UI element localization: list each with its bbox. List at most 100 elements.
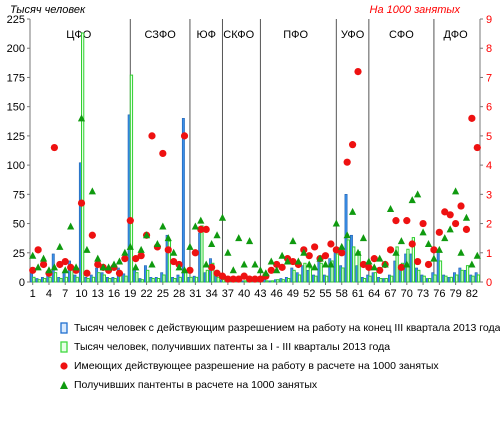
point-patents-per-1000: [235, 234, 243, 242]
point-patents-per-1000: [202, 260, 210, 268]
point-patents-per-1000: [121, 248, 129, 256]
point-patents-per-1000: [218, 213, 227, 221]
point-permits-per-1000: [34, 246, 42, 254]
point-patents-per-1000: [132, 263, 140, 271]
point-patents-per-1000: [251, 260, 259, 268]
point-patents-per-1000: [164, 234, 172, 242]
bar-patents: [53, 272, 58, 283]
point-permits-per-1000: [251, 275, 259, 283]
region-label: ПФО: [283, 29, 308, 41]
legend-item-permits: Тысяч человек с действующим разрешением …: [58, 318, 500, 337]
point-patents-per-1000: [153, 240, 162, 248]
point-permits-per-1000: [240, 272, 248, 280]
x-tick-label: 67: [384, 288, 396, 300]
bar-patents: [189, 276, 193, 283]
region-label: ЦФО: [66, 29, 92, 41]
bar-patents: [455, 274, 459, 283]
point-patents-per-1000: [419, 228, 427, 236]
point-patents-per-1000: [403, 260, 411, 268]
point-patents-per-1000: [381, 260, 389, 268]
x-tick-label: 49: [287, 288, 299, 300]
point-patents-per-1000: [457, 248, 465, 256]
x-tick-label: 79: [449, 288, 461, 300]
point-permits-per-1000: [88, 231, 96, 239]
bar-patents: [433, 274, 437, 283]
bar-patents: [395, 246, 399, 283]
point-patents-per-1000: [170, 248, 178, 256]
point-permits-per-1000: [77, 199, 86, 207]
x-tick-label: 28: [173, 288, 185, 300]
bar-patents: [75, 276, 79, 283]
x-tick-label: 73: [417, 288, 429, 300]
point-patents-per-1000: [245, 237, 254, 245]
point-permits-per-1000: [419, 219, 427, 228]
x-tick-label: 46: [271, 288, 283, 300]
bar-patents: [81, 32, 85, 283]
point-patents-per-1000: [424, 240, 433, 248]
point-patents-per-1000: [175, 263, 183, 271]
bar-patents: [32, 276, 36, 283]
point-patents-per-1000: [159, 222, 167, 230]
point-patents-per-1000: [278, 251, 286, 259]
bar-patents: [173, 277, 177, 283]
bar-patents: [379, 277, 383, 283]
bar-patents: [449, 276, 453, 283]
point-permits-per-1000: [343, 158, 351, 166]
point-permits-per-1000: [392, 217, 400, 225]
point-patents-per-1000: [359, 234, 368, 242]
point-patents-per-1000: [435, 245, 443, 253]
right-tick-label: 7: [486, 72, 492, 84]
legend-label-permits-per-1000: Имеющих действующее разрешение на работу…: [74, 359, 439, 372]
bar-patents: [124, 275, 128, 283]
bar-patents: [287, 277, 291, 283]
legend-item-permits-per-1000: Имеющих действующее разрешение на работу…: [58, 356, 500, 375]
x-tick-label: 19: [124, 288, 136, 300]
point-patents-per-1000: [446, 225, 454, 233]
point-patents-per-1000: [376, 254, 384, 262]
point-patents-per-1000: [191, 222, 199, 230]
point-permits-per-1000: [180, 132, 189, 140]
legend-swatch-patents: [60, 340, 68, 353]
bar-patents: [102, 274, 106, 283]
right-axis-title: На 1000 занятых: [369, 4, 460, 16]
bar-patents: [162, 274, 166, 283]
point-permits-per-1000: [170, 257, 178, 266]
point-permits-per-1000: [457, 202, 465, 210]
point-patents-per-1000: [94, 254, 102, 262]
point-permits-per-1000: [408, 240, 416, 248]
bar-patents: [178, 276, 182, 283]
point-permits-per-1000: [348, 141, 357, 149]
x-tick-label: 4: [46, 288, 52, 300]
point-permits-per-1000: [191, 249, 199, 257]
point-patents-per-1000: [311, 263, 319, 271]
point-patents-per-1000: [229, 266, 237, 274]
left-axis-title: Тысяч человек: [10, 4, 86, 16]
bar-patents: [297, 274, 302, 283]
point-permits-per-1000: [245, 275, 254, 283]
bar-patents: [200, 225, 204, 283]
point-patents-per-1000: [365, 257, 373, 265]
bar-patents: [417, 269, 421, 283]
point-patents-per-1000: [186, 242, 194, 250]
legend-swatch-permits: [60, 321, 68, 334]
point-permits-per-1000: [278, 263, 286, 271]
point-patents-per-1000: [273, 266, 281, 274]
bar-patents: [59, 277, 63, 283]
bar-patents: [335, 253, 340, 283]
x-tick-label: 10: [75, 288, 87, 300]
point-patents-per-1000: [197, 216, 205, 224]
point-patents-per-1000: [224, 248, 232, 256]
left-tick-label: 0: [19, 277, 25, 289]
bar-patents: [357, 251, 361, 283]
point-patents-per-1000: [462, 213, 471, 221]
bar-patents: [330, 260, 334, 283]
x-tick-label: 34: [206, 288, 218, 300]
point-permits-per-1000: [430, 246, 438, 254]
x-tick-label: 61: [352, 288, 364, 300]
right-tick-label: 8: [486, 43, 492, 55]
point-patents-per-1000: [370, 263, 378, 271]
bar-patents: [384, 277, 388, 283]
left-tick-label: 75: [13, 189, 25, 201]
point-patents-per-1000: [29, 251, 37, 259]
left-tick-label: 50: [13, 219, 25, 231]
